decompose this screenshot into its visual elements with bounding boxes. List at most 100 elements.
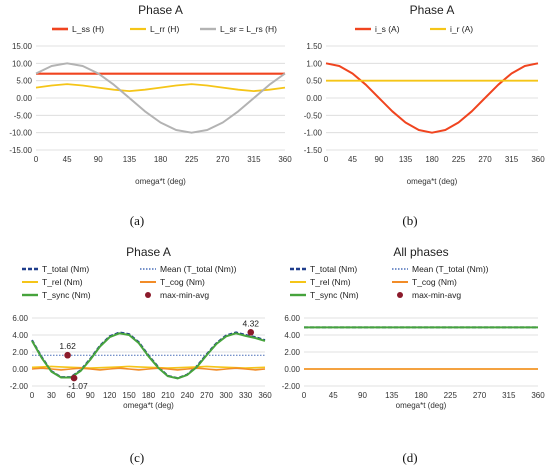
legend-label: Mean (T_total (Nm))	[160, 264, 237, 274]
legend-label: T_sync (Nm)	[42, 290, 91, 300]
legend-label: T_cog (Nm)	[160, 277, 205, 287]
x-tick-label: 315	[505, 155, 519, 164]
legend-label: T_total (Nm)	[310, 264, 357, 274]
y-tick-label: 6.00	[284, 314, 300, 323]
x-tick-label: 225	[444, 391, 458, 400]
x-tick-label: 225	[185, 155, 199, 164]
panel-caption: (b)	[402, 213, 417, 228]
x-tick-label: 150	[122, 391, 136, 400]
x-tick-label: 240	[181, 391, 195, 400]
y-tick-label: 0.00	[16, 94, 32, 103]
legend-swatch	[397, 292, 403, 298]
series-line-1	[35, 83, 286, 92]
data-label: -1.07	[68, 381, 88, 391]
y-tick-label: 1.50	[306, 42, 322, 51]
legend-label: L_rr (H)	[150, 24, 179, 34]
legend-swatch	[145, 292, 151, 298]
x-tick-label: 270	[478, 155, 492, 164]
legend-label: i_s (A)	[375, 24, 400, 34]
legend-label: L_ss (H)	[72, 24, 104, 34]
series-line-3	[31, 367, 266, 371]
legend-label: max-min-avg	[160, 290, 209, 300]
y-tick-label: 2.00	[12, 348, 28, 357]
x-axis-label: omega*t (deg)	[123, 401, 174, 410]
y-tick-label: 4.00	[284, 331, 300, 340]
y-tick-label: -5.00	[14, 111, 33, 120]
series-line-2	[31, 365, 266, 369]
y-tick-label: 6.00	[12, 314, 28, 323]
x-tick-label: 315	[502, 391, 516, 400]
y-tick-label: -1.50	[304, 146, 323, 155]
chart-title: Phase A	[126, 245, 171, 259]
x-tick-label: 315	[247, 155, 261, 164]
data-label: 4.32	[242, 318, 259, 328]
legend-label: max-min-avg	[412, 290, 461, 300]
y-tick-label: 0.00	[284, 365, 300, 374]
x-tick-label: 180	[142, 391, 156, 400]
x-tick-label: 30	[47, 391, 56, 400]
y-tick-label: -2.00	[10, 382, 29, 391]
x-tick-label: 180	[425, 155, 439, 164]
x-tick-label: 45	[63, 155, 72, 164]
x-tick-label: 210	[161, 391, 175, 400]
x-tick-label: 360	[531, 391, 545, 400]
legend-label: Mean (T_total (Nm))	[412, 264, 489, 274]
chart-panel-a: Phase A -15.00 -10.00 -5.00 0.00 5.00 10.00 15.…	[9, 3, 292, 228]
x-tick-label: 90	[358, 391, 367, 400]
x-tick-label: 60	[66, 391, 75, 400]
y-tick-label: 10.00	[12, 59, 33, 68]
legend-label: T_rel (Nm)	[310, 277, 351, 287]
x-tick-label: 90	[375, 155, 384, 164]
x-tick-label: 300	[219, 391, 233, 400]
legend-label: T_total (Nm)	[42, 264, 89, 274]
legend-label: T_sync (Nm)	[310, 290, 359, 300]
y-tick-label: -2.00	[282, 382, 301, 391]
data-marker	[64, 351, 71, 359]
series-line-4	[31, 332, 266, 380]
x-tick-label: 360	[531, 155, 545, 164]
x-tick-label: 0	[324, 155, 329, 164]
y-tick-label: 0.00	[12, 365, 28, 374]
legend-label: T_cog (Nm)	[412, 277, 457, 287]
x-axis-label: omega*t (deg)	[135, 177, 186, 186]
chart-title: Phase A	[138, 3, 183, 17]
x-tick-label: 135	[399, 155, 413, 164]
data-marker	[70, 374, 78, 382]
legend-label: L_sr = L_rs (H)	[220, 24, 277, 34]
y-tick-label: 0.50	[306, 77, 322, 86]
x-tick-label: 180	[414, 391, 428, 400]
chart-title: Phase A	[410, 3, 455, 17]
x-tick-label: 360	[278, 155, 292, 164]
x-tick-label: 90	[86, 391, 95, 400]
x-axis-label: omega*t (deg)	[407, 177, 458, 186]
chart-panel-d: All phases -2.00 0.00 2.00 4.00 6.00 0 45 90 135 1…	[282, 245, 545, 465]
chart-title: All phases	[393, 245, 448, 259]
y-tick-label: 2.00	[284, 348, 300, 357]
x-tick-label: 270	[473, 391, 487, 400]
legend-label: i_r (A)	[450, 24, 473, 34]
x-axis-label: omega*t (deg)	[396, 401, 447, 410]
chart-panel-b: Phase A -1.50 -1.00 -0.50 0.00 0.50 1.00 1.50 0 4…	[304, 3, 545, 228]
x-tick-label: 0	[34, 155, 39, 164]
panel-caption: (a)	[130, 213, 144, 228]
series-line-2	[35, 62, 286, 134]
x-tick-label: 0	[30, 391, 35, 400]
x-tick-label: 270	[200, 391, 214, 400]
y-tick-label: 1.00	[306, 59, 322, 68]
x-tick-label: 0	[302, 391, 307, 400]
x-tick-label: 90	[94, 155, 103, 164]
x-tick-label: 45	[329, 391, 338, 400]
x-tick-label: 120	[103, 391, 117, 400]
y-tick-label: 5.00	[16, 77, 32, 86]
x-tick-label: 225	[452, 155, 466, 164]
legend-label: T_rel (Nm)	[42, 277, 83, 287]
panel-caption: (d)	[402, 450, 417, 465]
x-tick-label: 330	[239, 391, 253, 400]
y-tick-label: -1.00	[304, 129, 323, 138]
x-tick-label: 135	[123, 155, 137, 164]
panel-caption: (c)	[130, 450, 144, 465]
chart-panel-c: Phase A -2.00 0.00 2.00 4.00 6.00 0 30 60 90 120 15…	[10, 245, 272, 465]
y-tick-label: 4.00	[12, 331, 28, 340]
y-tick-label: 15.00	[12, 42, 33, 51]
